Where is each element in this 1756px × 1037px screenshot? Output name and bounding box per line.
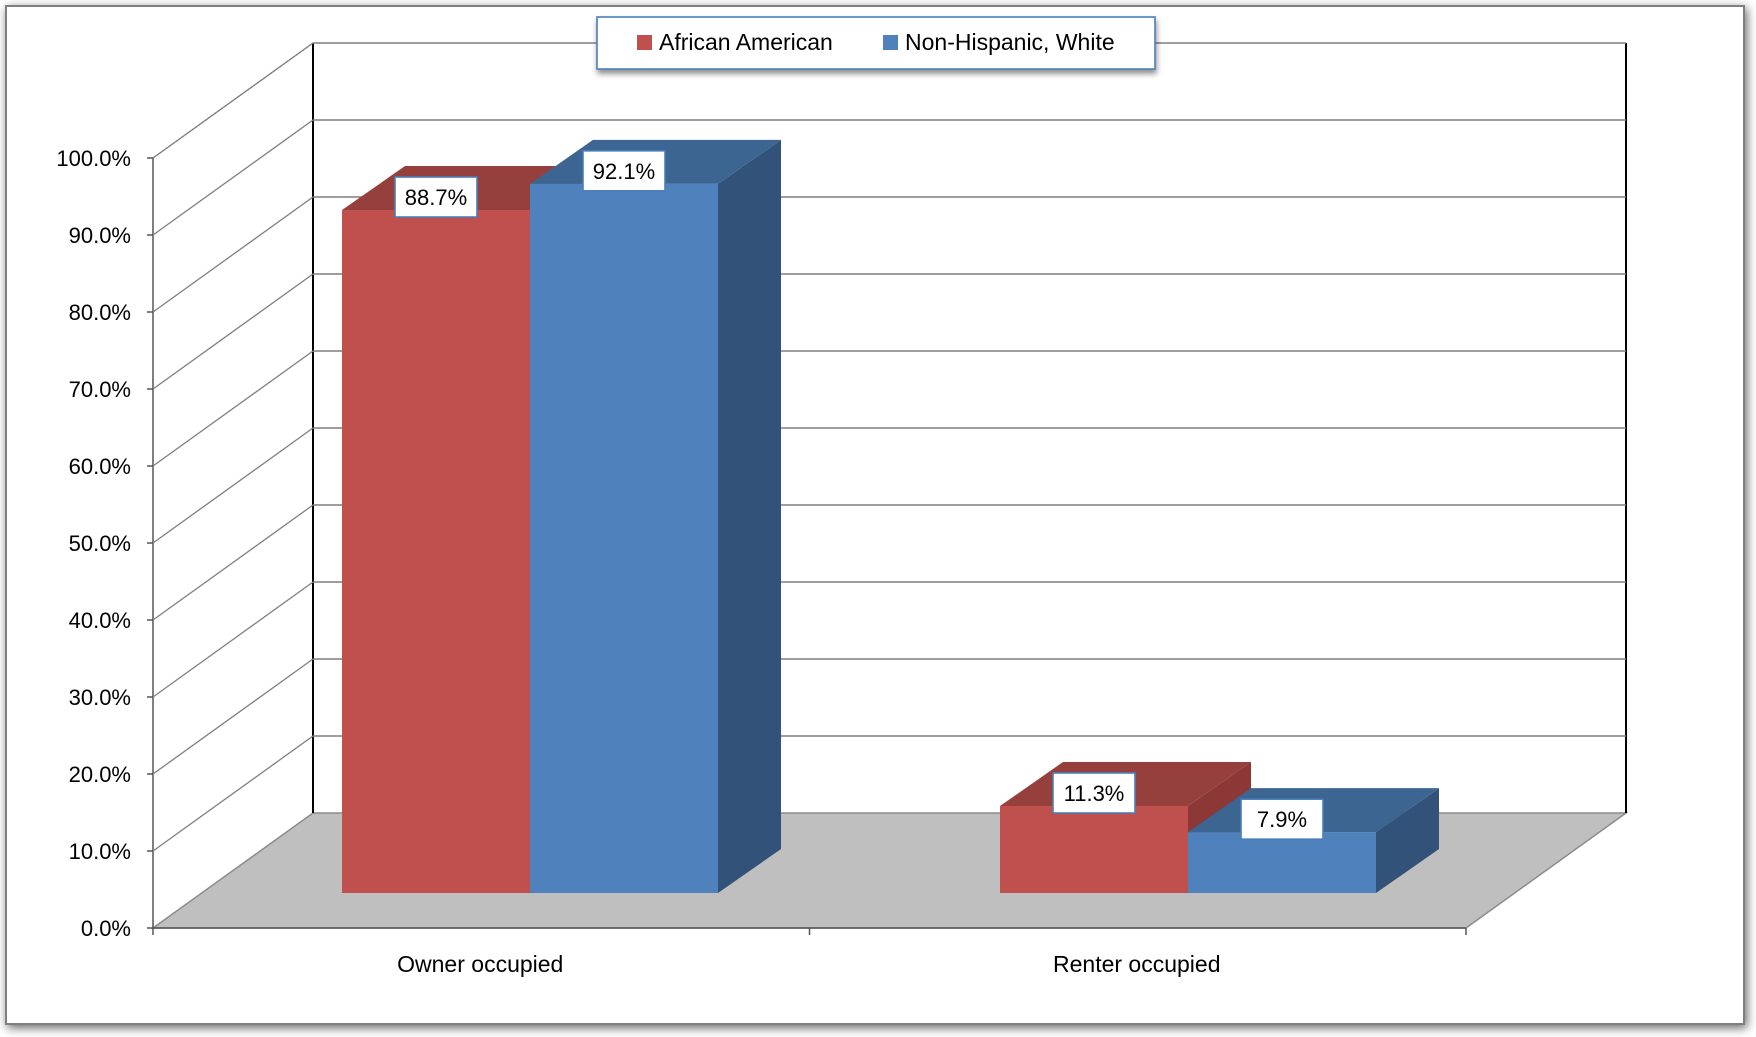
- bar-side-face: [1376, 788, 1439, 893]
- gridline-side: [152, 581, 314, 698]
- y-tick-label: 100.0%: [56, 146, 131, 171]
- data-label-box: [1240, 798, 1324, 840]
- gridline-side: [152, 735, 314, 852]
- bar-side-face: [718, 139, 781, 893]
- x-category-label: Owner occupied: [397, 951, 563, 977]
- gridline-side: [152, 42, 314, 159]
- gridline-side: [152, 119, 314, 236]
- bar-non-hispanic-white-owner-occupied: [530, 139, 781, 893]
- data-label-text: 88.7%: [405, 185, 467, 210]
- legend-swatch: [883, 35, 898, 50]
- y-tick-label: 40.0%: [69, 608, 131, 633]
- x-category-label: Renter occupied: [1053, 951, 1221, 977]
- y-tick-label: 60.0%: [69, 454, 131, 479]
- data-label-text: 92.1%: [593, 159, 655, 184]
- y-tick-label: 0.0%: [81, 916, 131, 941]
- data-label: 92.1%: [582, 150, 666, 192]
- y-tick-label: 90.0%: [69, 223, 131, 248]
- gridline-side: [152, 350, 314, 467]
- bar-front-face: [1000, 805, 1188, 893]
- gridline-side: [152, 658, 314, 775]
- y-tick-label: 10.0%: [69, 839, 131, 864]
- legend-item: African American: [637, 29, 833, 55]
- gridline-side: [152, 196, 314, 313]
- data-label-box: [394, 176, 478, 218]
- gridline-side: [152, 504, 314, 621]
- bar-front-face: [530, 183, 718, 893]
- gridline-side: [152, 427, 314, 544]
- y-tick-label: 20.0%: [69, 762, 131, 787]
- legend-label: African American: [659, 29, 833, 55]
- legend-label: Non-Hispanic, White: [905, 29, 1115, 55]
- y-tick-label: 50.0%: [69, 531, 131, 556]
- data-label-text: 7.9%: [1257, 807, 1307, 832]
- legend-item: Non-Hispanic, White: [883, 29, 1115, 55]
- legend: [596, 16, 1156, 70]
- y-tick-label: 80.0%: [69, 300, 131, 325]
- bar-front-face: [1188, 832, 1376, 893]
- data-label-text: 11.3%: [1064, 781, 1125, 806]
- data-label-box: [1052, 772, 1136, 814]
- bar-front-face: [342, 210, 530, 893]
- data-label: 7.9%: [1240, 798, 1324, 840]
- data-label: 11.3%: [1052, 772, 1136, 814]
- legend-swatch: [637, 35, 652, 50]
- gridline-side: [152, 273, 314, 390]
- y-tick-label: 30.0%: [69, 685, 131, 710]
- data-label: 88.7%: [394, 176, 478, 218]
- data-label-box: [582, 150, 666, 192]
- y-tick-label: 70.0%: [69, 377, 131, 402]
